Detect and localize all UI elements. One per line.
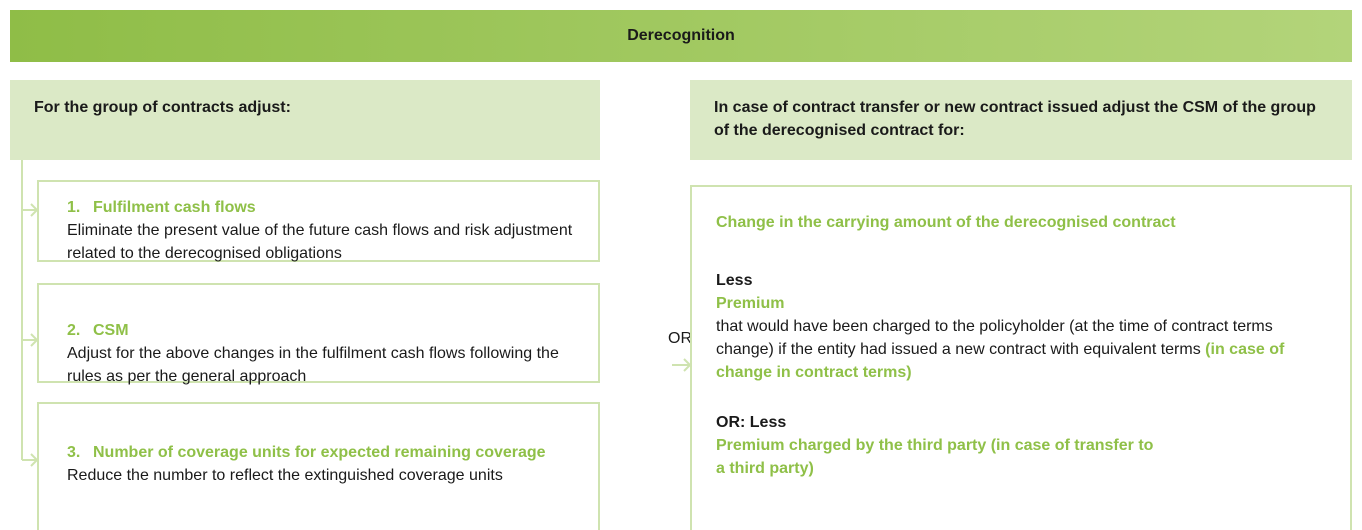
third-party: Premium charged by the third party (in c…: [716, 437, 1154, 477]
premium-note: (in case of change in contract terms): [716, 341, 1285, 381]
item-number: 2.: [67, 322, 81, 339]
item-title: CSM: [93, 322, 129, 339]
item-number: 3.: [67, 444, 81, 461]
item-title: Fulfilment cash flows: [93, 199, 256, 216]
premium-title: Premium: [716, 295, 785, 312]
or-label: OR: Less: [716, 414, 787, 431]
left-heading: For the group of contracts adjust:: [10, 80, 600, 160]
right-box: Change in the carrying amount of the der…: [690, 185, 1352, 530]
item-box: 1. Fulfilment cash flows Eliminate the pr…: [37, 180, 600, 262]
item-text: Reduce the number to reflect the extingu…: [67, 467, 503, 484]
connector-label: OR: [668, 330, 692, 347]
less-label: Less: [716, 272, 753, 289]
premium-text: that would have been charged to the poli…: [716, 318, 1273, 358]
item-text: Adjust for the above changes in the fulf…: [67, 345, 559, 385]
item-title: Number of coverage units for expected re…: [93, 444, 546, 461]
item-text: Eliminate the present value of the futur…: [67, 222, 573, 262]
item-box: 2. CSM Adjust for the above changes in th…: [37, 283, 600, 385]
right-title: Change in the carrying amount of the der…: [716, 214, 1176, 231]
right-heading: In case of contract transfer or new cont…: [690, 80, 1352, 160]
item-box: 3. Number of coverage units for expected …: [37, 402, 600, 530]
item-number: 1.: [67, 199, 81, 216]
premium-paragraph: that would have been charged to the poli…: [716, 315, 1326, 384]
banner: Derecognition: [10, 10, 1352, 62]
